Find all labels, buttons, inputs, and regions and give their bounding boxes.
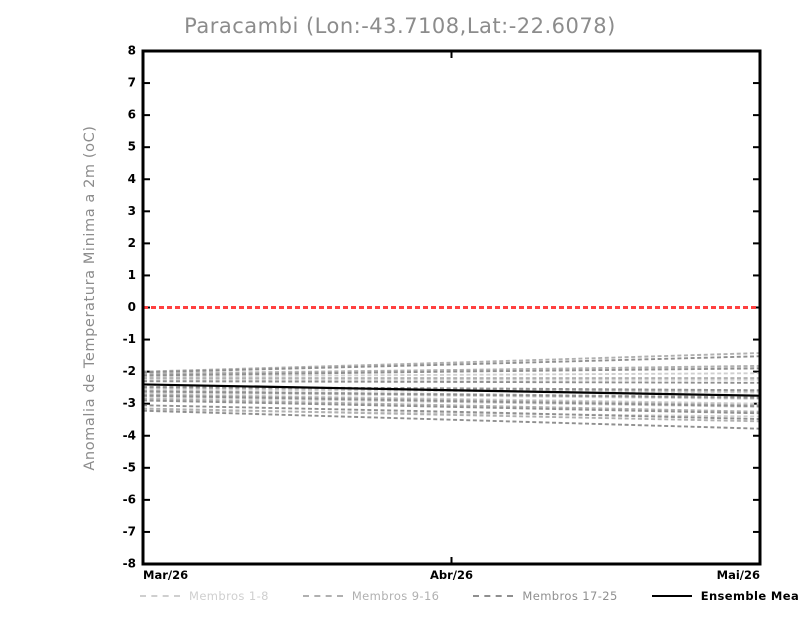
series-line xyxy=(142,396,761,408)
series-line xyxy=(142,364,761,376)
legend-swatch-membros-9-16 xyxy=(302,595,343,597)
series-line xyxy=(142,394,761,408)
x-tick-label: Mar/26 xyxy=(143,568,188,582)
series-line xyxy=(142,383,761,397)
legend-label-membros-9-16: Membros 9-16 xyxy=(351,589,440,603)
chart-title: Paracambi (Lon:-43.7108,Lat:-22.6078) xyxy=(184,14,616,38)
y-tick-label: -3 xyxy=(123,396,136,410)
series-line xyxy=(142,409,761,430)
legend-label-membros-1-8: Membros 1-8 xyxy=(189,589,269,603)
y-tick-label: 5 xyxy=(128,140,136,154)
legend-item-membros-9-16: Membros 9-16 xyxy=(302,589,440,603)
y-tick-label: -4 xyxy=(123,428,136,442)
y-axis-tick-labels: 8 7 6 5 4 3 2 1 0 -1 -2 -3 -4 -5 -6 -7 -8 xyxy=(123,44,136,571)
y-tick-label: -1 xyxy=(123,332,136,346)
y-tick-label: 8 xyxy=(128,44,136,58)
legend-swatch-ensemble-mean xyxy=(651,594,692,598)
y-tick-label: 4 xyxy=(128,172,136,186)
legend-item-membros-1-8: Membros 1-8 xyxy=(140,589,269,603)
series-line xyxy=(142,407,761,423)
legend-item-ensemble-mean: Ensemble Mean xyxy=(651,589,800,603)
series-line xyxy=(142,355,761,374)
chart-legend: Membros 1-8 Membros 9-16 Membros 17-25 E… xyxy=(0,586,800,606)
y-tick-label: -8 xyxy=(123,557,136,571)
legend-item-membros-17-25: Membros 17-25 xyxy=(473,589,617,603)
series-line xyxy=(142,399,761,415)
series-line xyxy=(142,393,761,407)
series-lines xyxy=(142,352,761,430)
series-line xyxy=(142,380,761,384)
y-tick-label: 0 xyxy=(128,300,136,314)
x-tick-label: Abr/26 xyxy=(430,568,473,582)
series-line xyxy=(142,352,761,373)
y-tick-label: -6 xyxy=(123,492,136,506)
series-line xyxy=(142,397,761,413)
x-tick-label: Mai/26 xyxy=(717,568,760,582)
plot-frame xyxy=(141,49,762,566)
y-tick-label: 6 xyxy=(128,108,136,122)
y-tick-label: 7 xyxy=(128,76,136,90)
series-line xyxy=(142,391,761,400)
y-tick-label: 1 xyxy=(128,268,136,282)
y-tick-label: 3 xyxy=(128,204,136,218)
y-tick-label: -7 xyxy=(123,524,136,538)
legend-label-membros-17-25: Membros 17-25 xyxy=(522,589,618,603)
series-line xyxy=(142,390,761,399)
series-line xyxy=(142,388,761,394)
y-tick-label: 2 xyxy=(128,236,136,250)
legend-label-ensemble-mean: Ensemble Mean xyxy=(700,589,800,603)
series-line xyxy=(142,404,761,421)
y-tick-label: -5 xyxy=(123,460,136,474)
legend-swatch-membros-17-25 xyxy=(473,595,514,597)
legend-swatch-membros-1-8 xyxy=(140,595,180,597)
series-line xyxy=(142,367,761,377)
y-tick-label: -2 xyxy=(123,364,136,378)
x-axis-tick-labels: Mar/26 Abr/26 Mai/26 xyxy=(143,568,760,582)
series-line xyxy=(142,372,761,378)
